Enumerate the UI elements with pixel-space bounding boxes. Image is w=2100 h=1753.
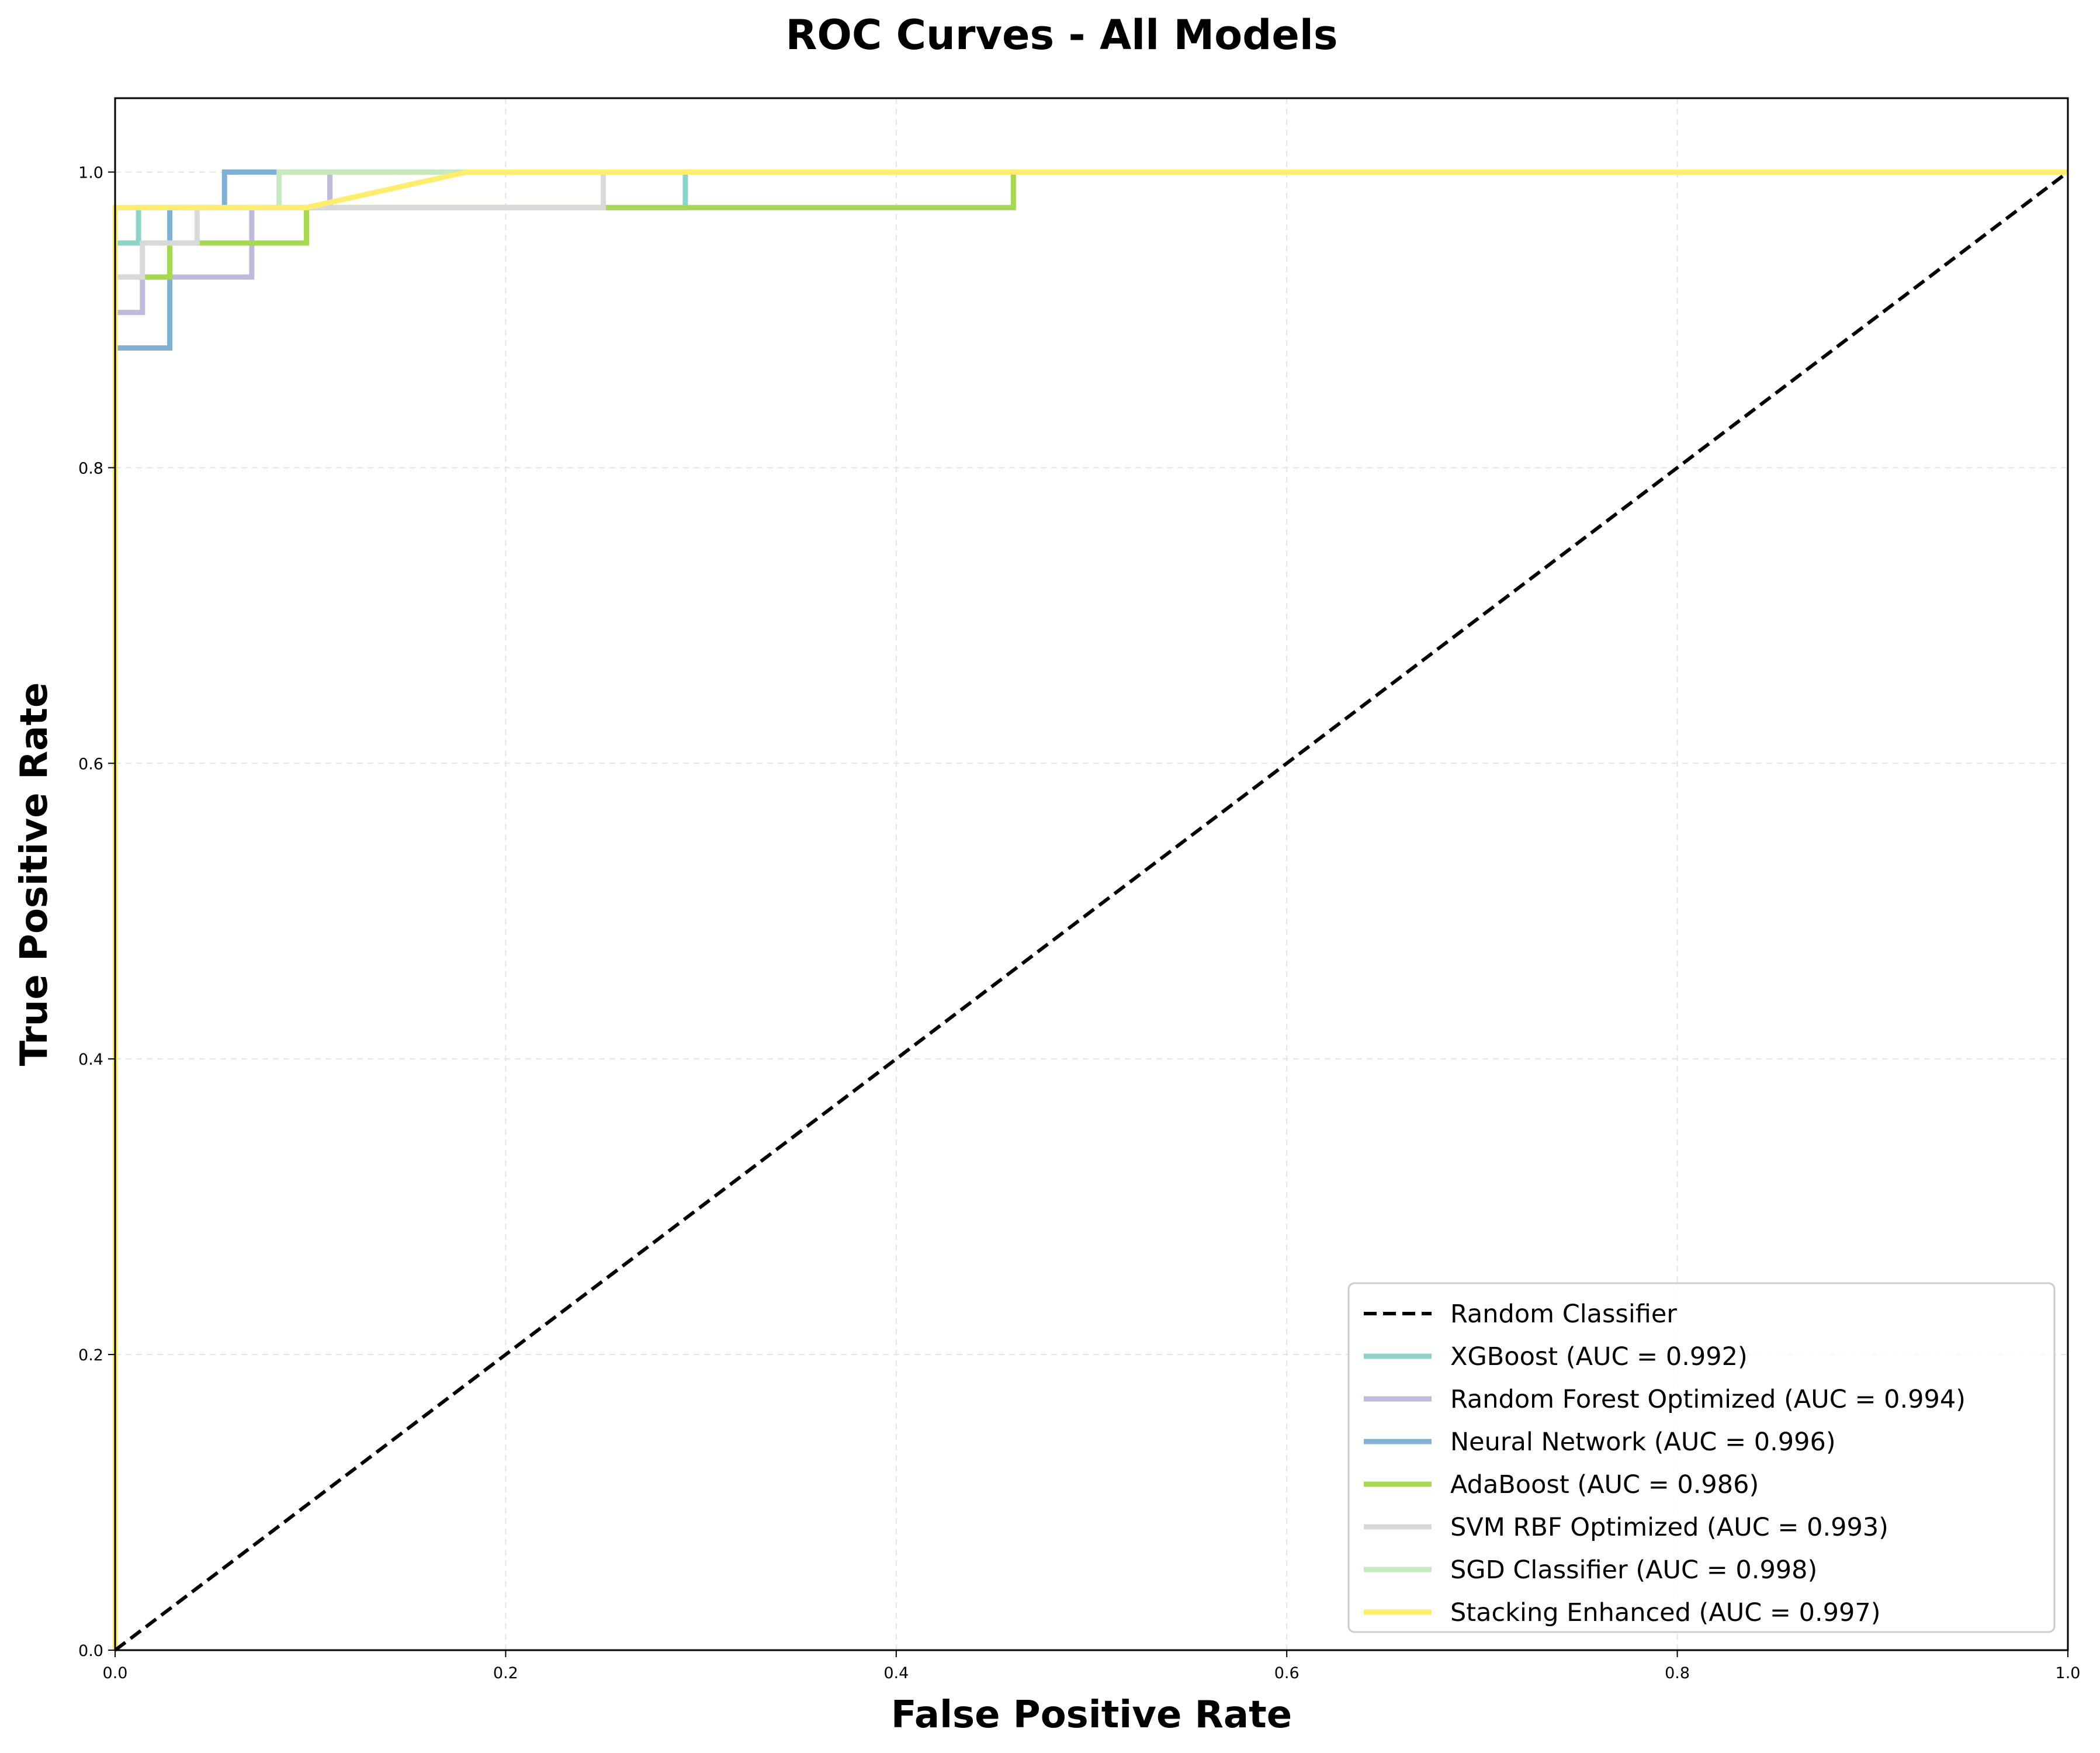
legend-label-1: XGBoost (AUC = 0.992) [1450,1342,1748,1371]
legend: Random Classifier XGBoost (AUC = 0.992) Ra… [1347,1282,2056,1633]
legend-label-3: Neural Network (AUC = 0.996) [1450,1428,1836,1457]
y-tick-label: 0.2 [78,1346,103,1364]
x-tick-label: 0.8 [1665,1664,1690,1682]
legend-label-0: Random Classifier [1450,1300,1677,1329]
y-tick-label: 0.4 [78,1051,103,1069]
series-line-2 [112,169,2068,1650]
x-tick-label: 0.6 [1274,1664,1299,1682]
chart-title: ROC Curves - All Models [786,11,1338,59]
legend-label-7: Stacking Enhanced (AUC = 0.997) [1450,1598,1880,1627]
y-axis-label: True Positive Rate [13,683,56,1066]
plot-frame [114,97,2069,1651]
x-tick-label: 0.2 [493,1664,518,1682]
y-tick-label: 0.6 [78,755,103,773]
legend-label-4: AdaBoost (AUC = 0.986) [1450,1470,1759,1499]
y-tick-label: 0.8 [78,459,103,477]
legend-label-2: Random Forest Optimized (AUC = 0.994) [1450,1385,1966,1414]
legend-entries: Random Classifier XGBoost (AUC = 0.992) Ra… [1364,1300,1966,1627]
x-axis-label: False Positive Rate [891,1693,1292,1737]
y-tick-label: 0.0 [78,1642,103,1660]
x-tick-label: 1.0 [2056,1664,2081,1682]
x-tick-label: 0.4 [883,1664,909,1682]
series-line-5 [112,169,2068,1650]
y-tick-label: 1.0 [78,164,103,182]
series-line-0 [114,171,2069,1652]
x-tick-label: 0.0 [103,1664,128,1682]
legend-label-6: SGD Classifier (AUC = 0.998) [1450,1555,1817,1585]
ticks-layer: 0.0 0.2 0.4 0.6 0.8 1.0 0.0 0.2 0.4 0.6 0.8 1.0 [78,164,2080,1682]
legend-frame [1347,1282,2056,1633]
legend-label-5: SVM RBF Optimized (AUC = 0.993) [1450,1513,1888,1542]
